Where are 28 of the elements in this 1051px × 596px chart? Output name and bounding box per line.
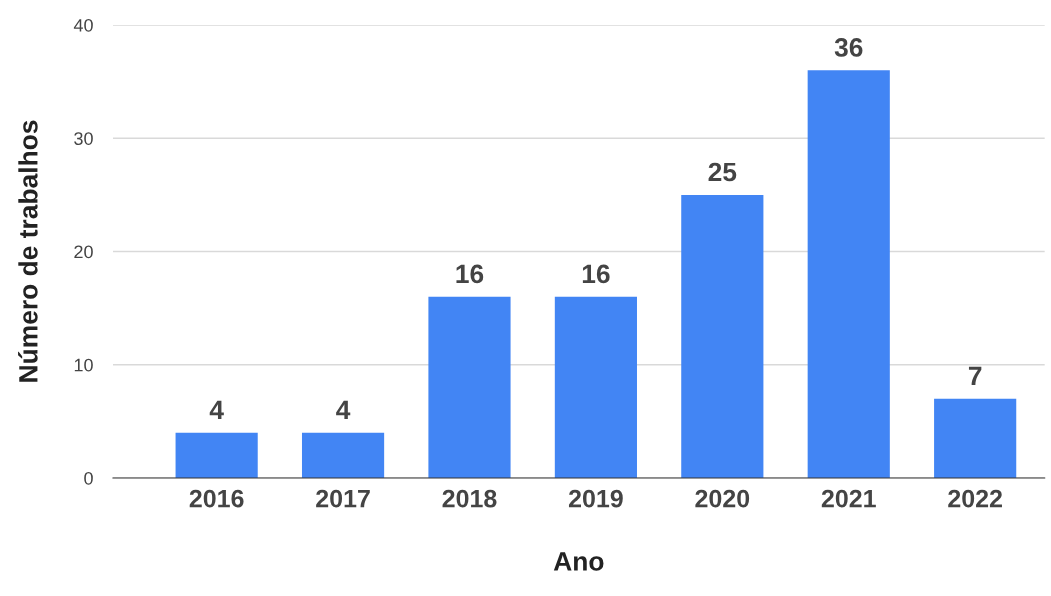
x-tick-label: 2022 [948, 489, 1002, 508]
x-tick-label: 2021 [821, 489, 876, 508]
y-axis-title: Número de trabalhos [18, 120, 38, 382]
y-tick-label: 40 [73, 18, 93, 32]
data-label: 25 [708, 162, 737, 182]
data-label: 4 [336, 400, 351, 419]
data-label: 7 [968, 366, 982, 385]
x-tick-label: 2017 [316, 489, 370, 508]
bar [428, 296, 511, 478]
bar [807, 70, 890, 478]
bar [934, 398, 1017, 478]
bar [175, 432, 258, 478]
y-tick-label: 30 [74, 132, 93, 145]
bar [301, 432, 385, 478]
bar [554, 296, 637, 478]
y-tick-label: 10 [74, 358, 93, 372]
x-tick-label: 2019 [568, 489, 623, 508]
y-tick-label: 0 [84, 471, 93, 485]
data-label: 16 [582, 264, 610, 284]
x-tick-label: 2018 [442, 489, 497, 508]
x-tick-label: 2020 [695, 489, 750, 508]
x-axis-title: Ano [553, 552, 604, 571]
bar [681, 194, 764, 478]
data-label: 36 [834, 38, 863, 57]
y-tick-label: 20 [74, 245, 93, 259]
x-tick-label: 2016 [189, 489, 244, 508]
data-label: 4 [209, 400, 224, 419]
data-label: 16 [456, 264, 484, 284]
